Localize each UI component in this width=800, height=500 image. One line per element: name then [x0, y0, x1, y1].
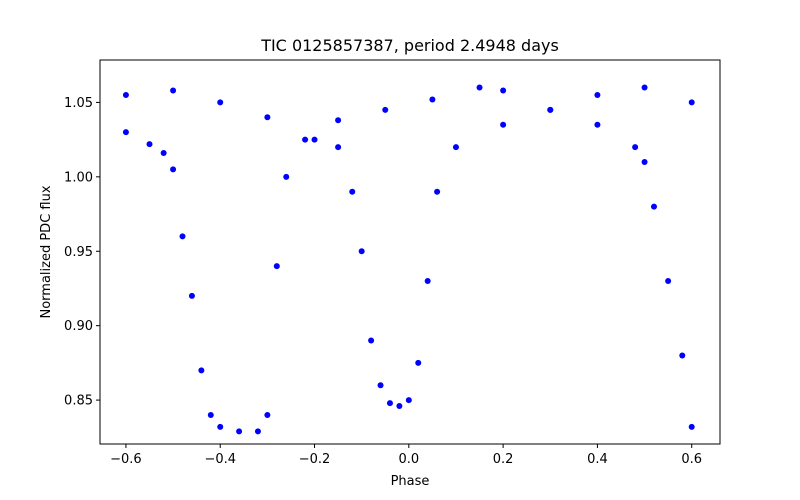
data-point — [349, 188, 356, 195]
x-axis-label: Phase — [391, 474, 430, 489]
data-point — [207, 411, 214, 418]
data-point — [217, 99, 224, 106]
data-point — [405, 397, 412, 404]
data-point — [594, 121, 601, 128]
y-tick-label: 0.95 — [64, 245, 93, 260]
data-point — [632, 144, 639, 151]
x-tick-label: 0.0 — [398, 452, 419, 467]
data-point — [302, 136, 309, 143]
data-point — [264, 411, 271, 418]
data-point — [415, 359, 422, 366]
data-point — [273, 263, 280, 270]
data-point — [122, 129, 129, 136]
data-point — [476, 84, 483, 91]
data-point — [641, 158, 648, 165]
data-point — [377, 382, 384, 389]
data-point — [382, 106, 389, 113]
data-point — [452, 144, 459, 151]
data-point — [217, 423, 224, 430]
y-axis: 0.85 0.90 0.95 1.00 1.05 — [64, 96, 100, 409]
data-points — [122, 84, 695, 435]
data-point — [368, 337, 375, 344]
data-point — [335, 117, 342, 124]
data-point — [429, 96, 436, 103]
data-point — [434, 188, 441, 195]
y-tick-label: 1.00 — [64, 170, 93, 185]
data-point — [500, 121, 507, 128]
data-point — [424, 278, 431, 285]
x-tick-label: 0.2 — [493, 452, 514, 467]
data-point — [311, 136, 318, 143]
x-tick-label: −0.2 — [299, 452, 331, 467]
data-point — [160, 150, 167, 157]
data-point — [386, 400, 393, 407]
x-tick-label: −0.6 — [110, 452, 142, 467]
data-point — [264, 114, 271, 121]
data-point — [170, 166, 177, 173]
data-point — [594, 91, 601, 98]
y-tick-label: 0.85 — [64, 394, 93, 409]
data-point — [179, 233, 186, 240]
data-point — [122, 91, 129, 98]
plot-frame — [99, 59, 721, 445]
y-tick-label: 1.05 — [64, 96, 93, 111]
data-point — [146, 141, 153, 148]
x-tick-label: 0.4 — [587, 452, 608, 467]
x-tick-label: 0.6 — [681, 452, 702, 467]
data-point — [665, 278, 672, 285]
data-point — [283, 173, 290, 180]
y-tick-label: 0.90 — [64, 319, 93, 334]
data-point — [170, 87, 177, 94]
data-point — [688, 99, 695, 106]
data-point — [358, 248, 365, 255]
x-axis: −0.6 −0.4 −0.2 0.0 0.2 0.4 0.6 — [110, 444, 702, 467]
data-point — [547, 106, 554, 113]
data-point — [236, 428, 243, 435]
data-point — [198, 367, 205, 374]
data-point — [335, 144, 342, 151]
data-point — [500, 87, 507, 94]
data-point — [650, 203, 657, 210]
data-point — [679, 352, 686, 359]
data-point — [188, 292, 195, 299]
x-tick-label: −0.4 — [204, 452, 236, 467]
y-axis-label: Normalized PDC flux — [39, 185, 54, 318]
data-point — [688, 423, 695, 430]
data-point — [254, 428, 261, 435]
data-point — [641, 84, 648, 91]
data-point — [396, 403, 403, 410]
chart-title: TIC 0125857387, period 2.4948 days — [260, 36, 559, 55]
